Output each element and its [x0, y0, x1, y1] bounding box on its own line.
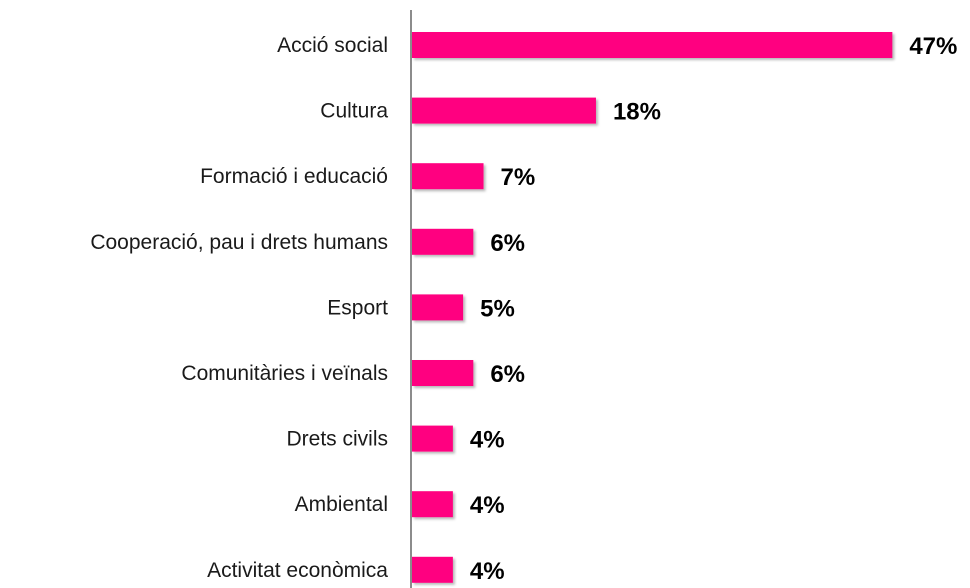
bar [412, 97, 596, 124]
value-label: 4% [470, 492, 505, 519]
category-label: Comunitàries i veïnals [181, 362, 388, 385]
category-label: Cultura [320, 100, 388, 123]
bar [412, 360, 474, 386]
category-label: Cooperació, pau i drets humans [90, 231, 388, 254]
category-label: Activitat econòmica [207, 559, 388, 582]
category-label: Esport [327, 296, 388, 319]
value-label: 6% [490, 361, 525, 388]
value-label: 18% [613, 99, 661, 126]
category-label: Formació i educació [200, 165, 388, 188]
category-label: Drets civils [286, 428, 388, 451]
value-label: 47% [909, 33, 957, 60]
bar [412, 163, 484, 190]
bar [412, 294, 464, 321]
bar [412, 425, 453, 452]
value-label: 5% [480, 295, 515, 322]
bar [412, 228, 474, 255]
value-label: 6% [490, 230, 525, 257]
bar [412, 32, 893, 58]
value-label: 7% [501, 164, 536, 191]
category-label: Acció social [277, 34, 388, 57]
bar [412, 491, 453, 518]
category-label: Ambiental [295, 493, 388, 516]
bar [412, 556, 453, 583]
value-label: 4% [470, 558, 505, 585]
value-label: 4% [470, 427, 505, 454]
